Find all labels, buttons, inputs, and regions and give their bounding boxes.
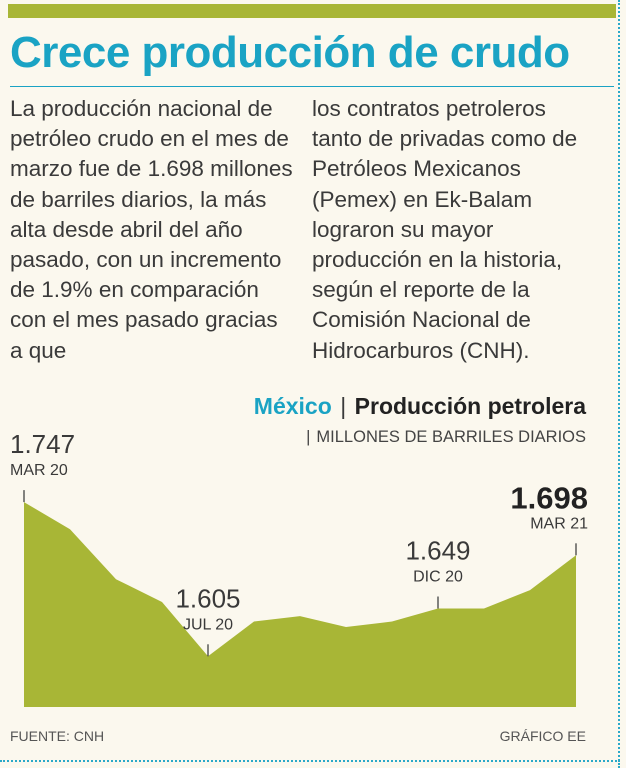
top-accent-bar xyxy=(8,4,616,18)
source-label: FUENTE: CNH xyxy=(10,728,105,744)
annotation-value: 1.605 xyxy=(175,583,240,613)
units-separator: | xyxy=(306,428,311,446)
chart-units: | MILLONES DE BARRILES DIARIOS xyxy=(306,428,586,447)
units-label: MILLONES DE BARRILES DIARIOS xyxy=(316,428,586,446)
annotation-value: 1.698 xyxy=(510,480,588,515)
chart-header-separator: | xyxy=(340,393,347,419)
article-column-left: La producción nacional de petróleo crudo… xyxy=(10,96,293,363)
dotted-bottom-border xyxy=(0,760,620,762)
annotation-date: MAR 20 xyxy=(10,462,68,479)
headline-rule xyxy=(10,86,614,87)
article-column-right: los contratos petroleros tanto de privad… xyxy=(312,96,578,363)
credit-label: GRÁFICO EE xyxy=(499,728,586,744)
annotation-date: DIC 20 xyxy=(413,569,463,586)
chart-country: México xyxy=(253,393,332,419)
production-area xyxy=(24,502,576,707)
chart-title: Producción petrolera xyxy=(354,393,586,419)
annotation-date: MAR 21 xyxy=(530,515,588,532)
annotation-value: 1.649 xyxy=(405,536,470,566)
chart-header: México | Producción petrolera xyxy=(254,393,586,420)
annotation-value: 1.747 xyxy=(10,429,75,459)
annotation-date: JUL 20 xyxy=(183,616,233,633)
dotted-right-border xyxy=(618,0,620,768)
headline: Crece producción de crudo xyxy=(10,28,570,77)
